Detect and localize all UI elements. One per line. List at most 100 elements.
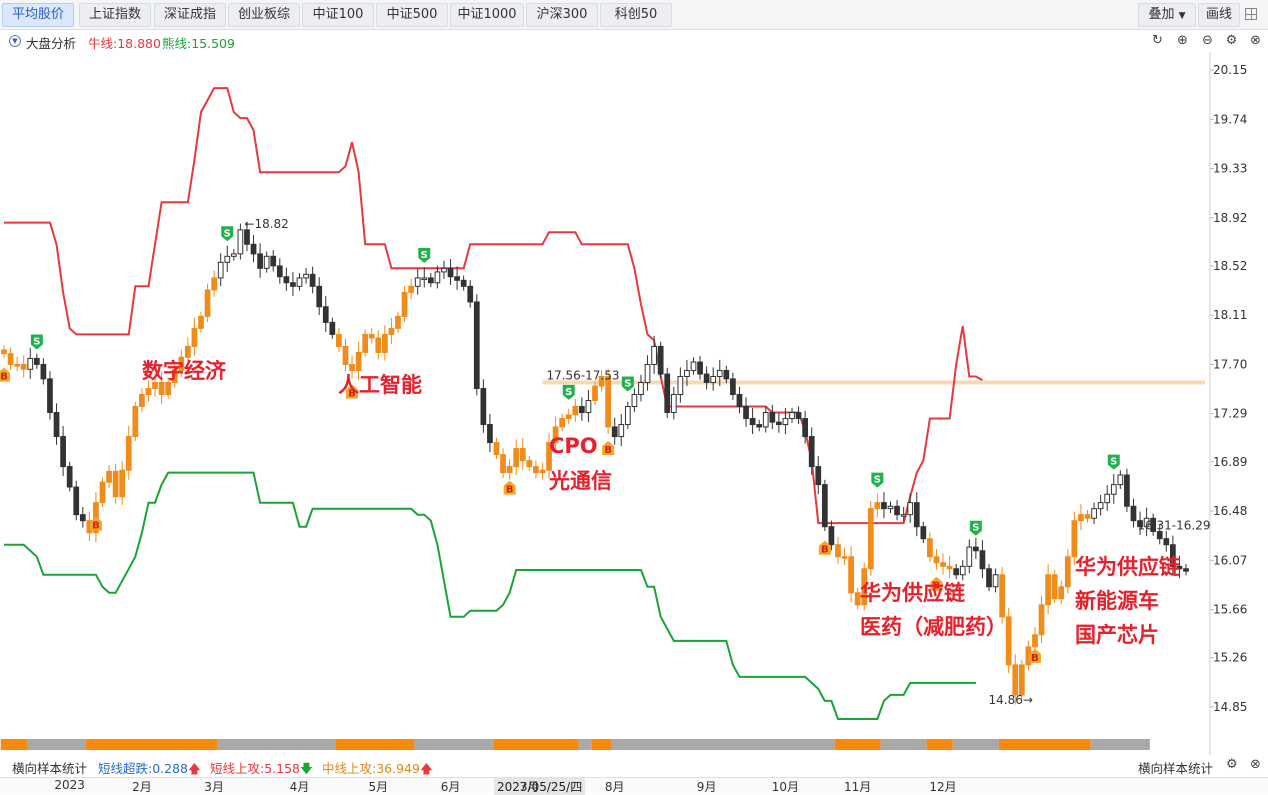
buy-signal-icon: B <box>89 516 102 532</box>
horizontal-sample-label-right: 横向样本统计 <box>1138 761 1214 776</box>
candle <box>907 493 914 523</box>
sell-signal-icon: S <box>30 334 43 350</box>
phase-strip-segment <box>591 739 612 750</box>
y-tick-label: 14.85 <box>1213 700 1247 714</box>
candle <box>198 311 204 333</box>
candle <box>336 328 342 353</box>
price-label: 16.31-16.29 <box>1137 519 1210 533</box>
tab-shanghai-index[interactable]: 上证指数 <box>79 3 151 27</box>
candle <box>388 317 395 344</box>
candle <box>1058 580 1065 605</box>
candle <box>519 438 526 471</box>
candle <box>454 266 460 290</box>
sector-annotation: CPO <box>549 434 598 458</box>
candle <box>749 407 756 435</box>
candle <box>572 398 579 422</box>
settings-gear-icon[interactable]: ⚙ <box>1226 757 1238 772</box>
footer-stats: 横向样本统计 短线超跌:0.288🡅 短线上攻:5.158🡇 中线上攻:36.9… <box>0 755 1268 777</box>
tab-average-price[interactable]: 平均股价 <box>2 3 74 27</box>
sell-signal-icon: S <box>562 384 575 400</box>
candle <box>966 539 973 574</box>
sector-annotation: 光通信 <box>548 469 612 493</box>
resistance-band <box>542 380 1205 385</box>
candle <box>1183 563 1189 576</box>
tab-chinext[interactable]: 创业板综 <box>228 3 300 27</box>
short-oversold-stat: 短线超跌:0.288🡅 <box>98 758 201 781</box>
tab-csi500[interactable]: 中证500 <box>376 3 448 27</box>
candle <box>1104 485 1111 511</box>
overlay-dropdown[interactable]: 叠加 ▼ <box>1138 3 1196 27</box>
y-tick-label: 16.48 <box>1213 504 1247 518</box>
sell-signal-icon: S <box>1107 454 1120 470</box>
close-icon[interactable]: ⊗ <box>1250 757 1261 772</box>
month-tick-label: 2023 <box>54 778 85 792</box>
candle <box>913 492 920 537</box>
candle <box>1176 555 1183 579</box>
candle <box>224 245 231 272</box>
candle <box>1051 569 1058 604</box>
tab-shenzhen-index[interactable]: 深证成指 <box>154 3 226 27</box>
short-oversold-value: 短线超跌:0.288 <box>98 761 188 776</box>
zoom-in-icon[interactable]: ⊕ <box>1177 33 1188 48</box>
reset-icon[interactable]: ↻ <box>1152 33 1163 48</box>
candle <box>79 506 86 528</box>
svg-text:B: B <box>348 388 356 399</box>
phase-strip-segment <box>578 739 592 750</box>
candle <box>795 406 802 425</box>
candle <box>716 359 723 386</box>
candle <box>920 521 927 544</box>
phase-strip-segment <box>217 739 336 750</box>
candle <box>395 311 401 333</box>
buy-signal-icon: B <box>602 440 615 456</box>
candle <box>979 540 986 579</box>
tab-csi1000[interactable]: 中证1000 <box>450 3 524 27</box>
settings-gear-icon[interactable]: ⚙ <box>1225 33 1238 48</box>
tab-csi100[interactable]: 中证100 <box>302 3 374 27</box>
overlay-label: 叠加 <box>1148 7 1175 22</box>
tab-hs300[interactable]: 沪深300 <box>526 3 598 27</box>
candle <box>73 480 80 521</box>
candle <box>848 546 854 603</box>
candle <box>290 272 296 296</box>
candle <box>467 280 474 308</box>
candle <box>47 371 53 420</box>
candle <box>552 416 559 453</box>
zoom-out-icon[interactable]: ⊖ <box>1202 33 1213 48</box>
bear-line-value: 熊线:15.509 <box>162 36 235 51</box>
candle <box>303 268 309 284</box>
close-icon[interactable]: ⊗ <box>1250 33 1261 48</box>
draw-line-button[interactable]: 画线 <box>1198 3 1240 27</box>
candle <box>322 296 329 332</box>
arrow-down-icon: 🡇 <box>300 761 313 776</box>
candle <box>60 425 66 477</box>
candle <box>973 537 979 559</box>
y-tick-label: 16.89 <box>1213 455 1247 469</box>
candle <box>349 355 355 379</box>
candle <box>40 358 47 385</box>
candle <box>815 456 822 495</box>
candle <box>900 506 907 522</box>
phase-strip-segment <box>86 739 218 750</box>
tab-star50[interactable]: 科创50 <box>600 3 672 27</box>
buy-signal-icon: B <box>346 384 359 399</box>
candle <box>441 260 447 279</box>
candle <box>841 547 848 565</box>
grid-layout-icon[interactable] <box>1245 8 1257 20</box>
candle <box>756 419 763 432</box>
candle <box>1091 502 1097 524</box>
candlestick-chart: B S B S B S B S B S B S B S B S ←18.82 17.56-17.53 14.86→… <box>0 52 1247 755</box>
candle <box>697 355 703 380</box>
candle <box>33 353 40 369</box>
candle <box>762 406 769 433</box>
month-tick-label: 10月 <box>771 780 800 794</box>
candle <box>1084 509 1091 523</box>
sector-annotation: 华为供应链 <box>1075 555 1181 579</box>
y-tick-label: 20.15 <box>1213 63 1247 77</box>
candle <box>861 562 868 611</box>
candle <box>20 355 27 378</box>
candle <box>684 359 690 386</box>
candle <box>789 407 795 423</box>
buy-signal-icon: B <box>503 480 516 496</box>
collapse-toggle-icon[interactable]: ▼ <box>9 35 21 47</box>
svg-text:B: B <box>933 581 941 592</box>
